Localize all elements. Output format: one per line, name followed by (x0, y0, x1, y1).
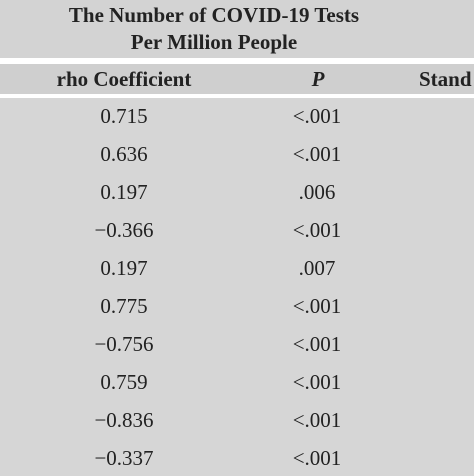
rho-cell: 0.636 (100, 142, 148, 166)
table-row: 0.759 <.001 (0, 364, 474, 400)
rho-cell: −0.366 (94, 218, 154, 242)
p-cell: <.001 (292, 218, 342, 242)
table-title-line-1: The Number of COVID-19 Tests (68, 3, 360, 27)
column-header-p: P (311, 67, 325, 91)
column-header-stand: Stand (419, 67, 472, 91)
rho-cell: 0.775 (100, 294, 148, 318)
table-row: −0.756 <.001 (0, 326, 474, 362)
table-row: 0.715 <.001 (0, 98, 474, 134)
table-title-area: The Number of COVID-19 Tests Per Million… (0, 0, 474, 58)
table-body: 0.715 <.001 0.636 <.001 0.197 .006 −0.36… (0, 98, 474, 474)
rho-cell: −0.337 (94, 446, 154, 470)
p-cell: .007 (298, 256, 336, 280)
p-cell: .006 (298, 180, 336, 204)
table-row: −0.366 <.001 (0, 212, 474, 248)
rho-cell: 0.715 (100, 104, 148, 128)
table-row: 0.197 .006 (0, 174, 474, 210)
p-cell: <.001 (292, 294, 342, 318)
p-cell: <.001 (292, 408, 342, 432)
column-header-divider (0, 94, 474, 98)
rho-cell: 0.759 (100, 370, 148, 394)
table-row: −0.337 <.001 (0, 440, 474, 476)
rho-cell: −0.756 (94, 332, 154, 356)
p-cell: <.001 (292, 142, 342, 166)
table-row: 0.636 <.001 (0, 136, 474, 172)
rho-cell: 0.197 (100, 180, 148, 204)
rho-cell: 0.197 (100, 256, 148, 280)
p-cell: <.001 (292, 446, 342, 470)
p-cell: <.001 (292, 332, 342, 356)
header-divider (0, 58, 474, 64)
column-header-rho: rho Coefficient (56, 67, 192, 91)
rho-cell: −0.836 (94, 408, 154, 432)
table-row: −0.836 <.001 (0, 402, 474, 438)
column-header-row: rho Coefficient P Stand (0, 64, 474, 94)
p-cell: <.001 (292, 370, 342, 394)
table-title-line-2: Per Million People (130, 30, 298, 54)
table-row: 0.197 .007 (0, 250, 474, 286)
table-row: 0.775 <.001 (0, 288, 474, 324)
p-cell: <.001 (292, 104, 342, 128)
